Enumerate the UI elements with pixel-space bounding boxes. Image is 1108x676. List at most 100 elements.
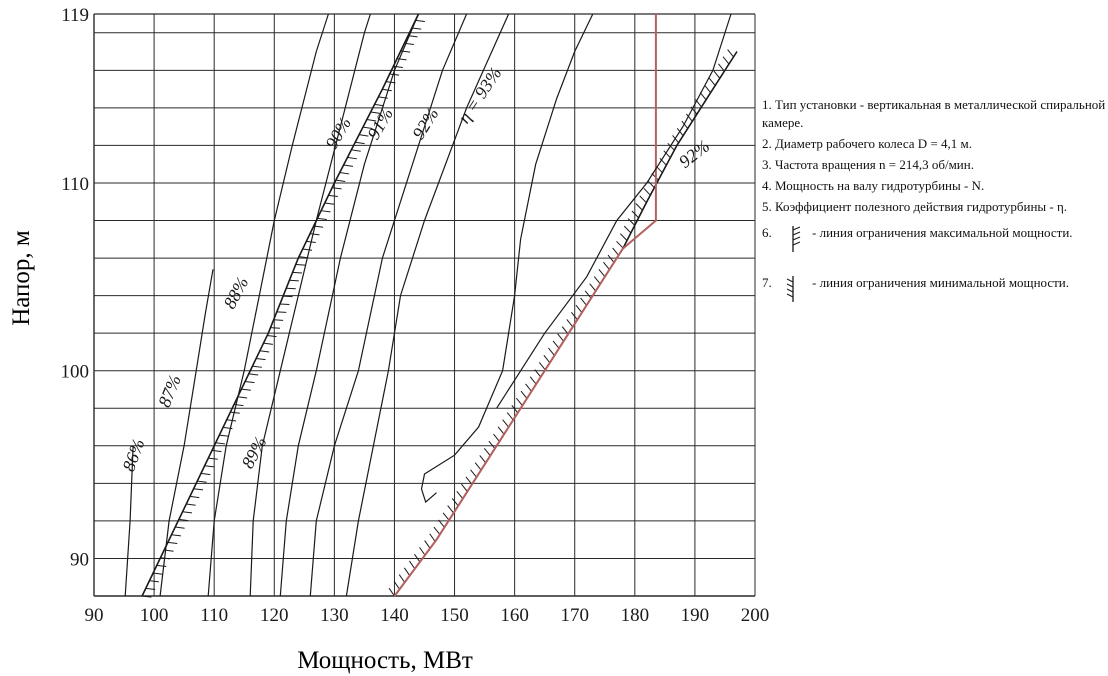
- hatch-mark: [279, 303, 290, 306]
- hatch-mark: [245, 380, 255, 384]
- efficiency-contour: [249, 13, 371, 597]
- hatch-mark: [393, 581, 400, 590]
- chart-grid: [93, 13, 756, 597]
- hatch-mark: [493, 433, 500, 442]
- hatch-mark: [685, 113, 693, 122]
- hatch-mark: [259, 350, 270, 353]
- hatch-mark: [474, 462, 482, 471]
- hatch-mark: [204, 465, 215, 468]
- hatched-line-min-icon: [786, 276, 794, 302]
- hatch-mark: [362, 126, 373, 130]
- efficiency-contour: [207, 13, 329, 597]
- hatch-mark: [153, 572, 163, 575]
- hatch-mark: [273, 319, 284, 321]
- note-item: 3. Частота вращения n = 214,3 об/мин.: [762, 157, 974, 172]
- efficiency-label: 92%: [675, 136, 713, 172]
- hatch-mark: [515, 397, 523, 406]
- hatch-mark: [219, 434, 229, 437]
- hatch-mark: [200, 472, 211, 476]
- notes-panel: 1. Тип установки - вертикальная в металл…: [762, 96, 1107, 316]
- hatch-mark: [256, 357, 266, 361]
- hatch-mark: [149, 580, 159, 583]
- hatch-mark: [506, 412, 514, 421]
- hatch-mark: [415, 19, 425, 23]
- hatch-mark: [722, 56, 730, 65]
- hatch-mark: [502, 419, 509, 428]
- efficiency-label: 91%: [363, 104, 397, 143]
- hatch-mark: [718, 63, 725, 72]
- hatch-mark: [635, 203, 643, 211]
- hatch-mark: [456, 490, 464, 499]
- y-tick-label: 119: [61, 5, 89, 26]
- hatch-mark: [566, 319, 574, 328]
- x-tick-label: 110: [200, 605, 228, 626]
- hatch-mark: [366, 119, 377, 122]
- hatch-mark: [408, 560, 416, 570]
- hatch-mark: [351, 149, 361, 152]
- hatch-mark: [461, 483, 468, 492]
- efficiency-contours: 86%87% 88% 89% 90% 91% 92% η = 93% 92%: [118, 13, 732, 597]
- efficiency-contour: [420, 13, 594, 504]
- x-tick-label: 90: [85, 605, 104, 626]
- hatch-mark: [339, 172, 350, 175]
- efficiency-contour: [124, 445, 134, 597]
- hatch-mark: [267, 334, 277, 338]
- x-tick-label: 170: [560, 605, 589, 626]
- axis-ticks: 90 100 110 120 130 140 150 160 170 180 190 200 90 100…: [61, 5, 770, 626]
- hatch-mark: [529, 376, 537, 385]
- hatch-mark: [424, 540, 431, 549]
- hatch-mark: [447, 505, 454, 514]
- note-item: 4. Мощность на валу гидротурбины - N.: [762, 178, 985, 193]
- hatch-mark: [324, 202, 335, 205]
- hatch-mark: [708, 77, 716, 86]
- hatch-mark: [289, 279, 299, 282]
- hatch-mark: [167, 541, 178, 545]
- hatch-mark: [302, 248, 313, 251]
- hatch-mark: [589, 283, 597, 292]
- hatch-mark: [433, 526, 441, 535]
- efficiency-label: 86%: [118, 436, 148, 474]
- hatch-mark: [208, 457, 218, 460]
- min-power-limit-line: [393, 51, 738, 597]
- legend-text: - линия ограничения минимальной мощности…: [812, 275, 1070, 290]
- hatch-mark: [193, 488, 204, 491]
- y-tick-label: 90: [70, 549, 89, 570]
- hatch-mark: [370, 111, 381, 114]
- hatch-mark: [575, 304, 583, 313]
- hatch-mark: [382, 88, 392, 92]
- hatch-mark: [451, 498, 459, 507]
- hatch-mark: [241, 388, 251, 391]
- hatch-mark: [389, 73, 400, 76]
- hatch-mark: [543, 354, 551, 363]
- hatch-mark: [659, 157, 667, 166]
- hatch-mark: [647, 180, 655, 189]
- legend-number: 7.: [762, 275, 772, 290]
- y-tick-label: 100: [61, 362, 90, 383]
- hatch-mark: [237, 396, 248, 399]
- x-axis-label: Мощность, МВт: [297, 647, 473, 674]
- hatch-mark: [295, 264, 306, 266]
- x-tick-label: 200: [741, 605, 770, 626]
- hatch-mark: [175, 526, 185, 529]
- x-tick-label: 120: [260, 605, 289, 626]
- hatch-mark: [643, 187, 651, 196]
- efficiency-contour: [279, 13, 420, 597]
- efficiency-label: 87%: [154, 372, 185, 410]
- hatch-mark: [197, 480, 207, 483]
- hatch-mark: [627, 218, 636, 226]
- hatch-mark: [525, 383, 532, 392]
- hatch-mark: [548, 347, 555, 356]
- hatch-mark: [248, 373, 259, 376]
- hatch-mark: [335, 179, 346, 183]
- hatch-mark: [623, 225, 632, 234]
- hatch-mark: [534, 369, 542, 378]
- legend-text: - линия ограничения максимальной мощност…: [812, 225, 1073, 240]
- hatch-mark: [309, 233, 320, 236]
- x-tick-label: 180: [621, 605, 650, 626]
- hatch-mark: [378, 96, 388, 99]
- hatch-mark: [429, 533, 436, 542]
- hatch-mark: [438, 519, 445, 528]
- hatch-mark: [270, 327, 280, 329]
- hatch-mark: [557, 333, 564, 342]
